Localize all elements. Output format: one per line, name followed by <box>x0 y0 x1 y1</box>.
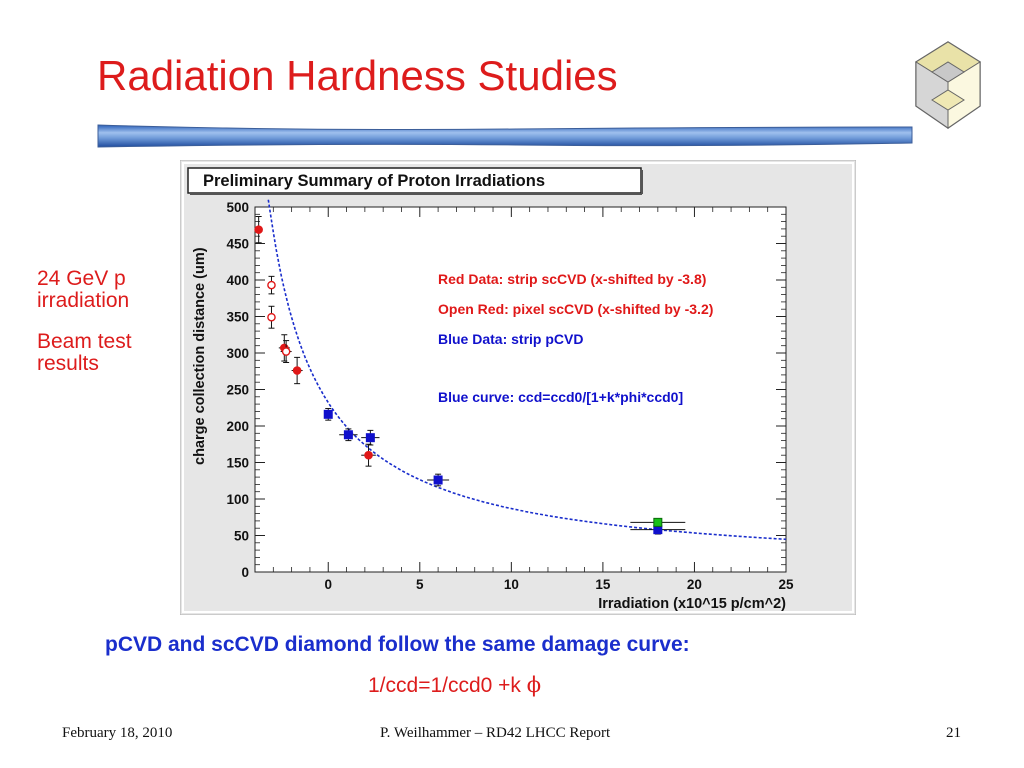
y-tick-label: 400 <box>226 273 249 288</box>
red-strip-sccvd-point <box>291 356 303 385</box>
x-tick-label: 20 <box>687 577 702 592</box>
y-tick-label: 50 <box>234 529 249 544</box>
y-tick-label: 100 <box>226 492 249 507</box>
red-strip-sccvd-point <box>254 215 263 244</box>
x-axis-label: Irradiation (x10^15 p/cm^2) <box>598 596 786 612</box>
blue-strip-pcvd-point <box>427 473 450 487</box>
point-marker <box>364 450 373 460</box>
annotation-red-data: Red Data: strip scCVD (x-shifted by -3.8… <box>438 271 706 287</box>
formula-text: 1/ccd=1/ccd0 +k <box>368 674 527 697</box>
y-tick-label: 500 <box>226 200 249 215</box>
point-marker <box>267 312 276 322</box>
annotation-open-red: Open Red: pixel scCVD (x-shifted by -3.2… <box>438 301 713 317</box>
point-marker <box>433 475 443 485</box>
blue-strip-pcvd-point <box>361 429 380 446</box>
x-tick-label: 5 <box>416 577 424 592</box>
point-marker <box>292 366 302 375</box>
point-marker <box>653 517 663 527</box>
point-marker <box>343 430 353 440</box>
point-marker <box>281 347 291 356</box>
open-red-pixel-sccvd-point <box>280 340 292 363</box>
x-tick-label: 15 <box>595 577 611 592</box>
green-point <box>630 517 686 527</box>
phi-symbol: ϕ <box>526 673 542 697</box>
x-tick-label: 10 <box>504 577 519 592</box>
y-tick-label: 300 <box>226 346 249 361</box>
chart-panel: Preliminary Summary of Proton Irradiatio… <box>180 160 856 615</box>
point-marker <box>365 433 375 443</box>
annotation-blue-curve: Blue curve: ccd=ccd0/[1+k*phi*ccd0] <box>438 389 683 405</box>
side-note-beam-test: Beam test results <box>37 330 132 375</box>
damage-formula: 1/ccd=1/ccd0 +k ϕ <box>368 673 541 698</box>
point-marker <box>653 525 663 535</box>
page-number: 21 <box>946 725 961 741</box>
y-tick-label: 200 <box>226 419 249 434</box>
blue-strip-pcvd-point <box>339 428 358 442</box>
y-tick-label: 250 <box>226 383 249 398</box>
point-marker <box>254 225 263 234</box>
footer-date: February 18, 2010 <box>62 725 173 741</box>
chart-bevel <box>182 162 854 613</box>
open-red-pixel-sccvd-point <box>267 305 276 329</box>
title-underline-bar <box>97 124 913 148</box>
x-tick-label: 0 <box>324 577 332 592</box>
diamond-logo-icon <box>915 41 981 129</box>
red-strip-sccvd-point <box>361 443 376 467</box>
fit-curve <box>267 199 787 541</box>
chart-title: Preliminary Summary of Proton Irradiatio… <box>203 172 545 190</box>
y-tick-label: 450 <box>226 237 249 252</box>
y-tick-label: 350 <box>226 310 249 325</box>
slide-title: Radiation Hardness Studies <box>97 52 618 99</box>
y-axis-label: charge collection distance (um) <box>192 247 208 465</box>
y-tick-label: 150 <box>226 456 249 471</box>
y-tick-label: 0 <box>241 565 249 580</box>
open-red-pixel-sccvd-point <box>267 275 276 295</box>
point-marker <box>323 409 333 419</box>
point-marker <box>267 280 276 290</box>
blue-strip-pcvd-point <box>323 407 333 421</box>
footer-author: P. Weilhammer – RD42 LHCC Report <box>380 725 611 741</box>
side-note-irradiation: 24 GeV p irradiation <box>37 267 130 312</box>
annotation-blue-data: Blue Data: strip pCVD <box>438 331 583 347</box>
scatter-chart: Preliminary Summary of Proton Irradiatio… <box>180 160 856 615</box>
x-tick-label: 25 <box>778 577 794 592</box>
summary-statement: pCVD and scCVD diamond follow the same d… <box>105 633 690 656</box>
